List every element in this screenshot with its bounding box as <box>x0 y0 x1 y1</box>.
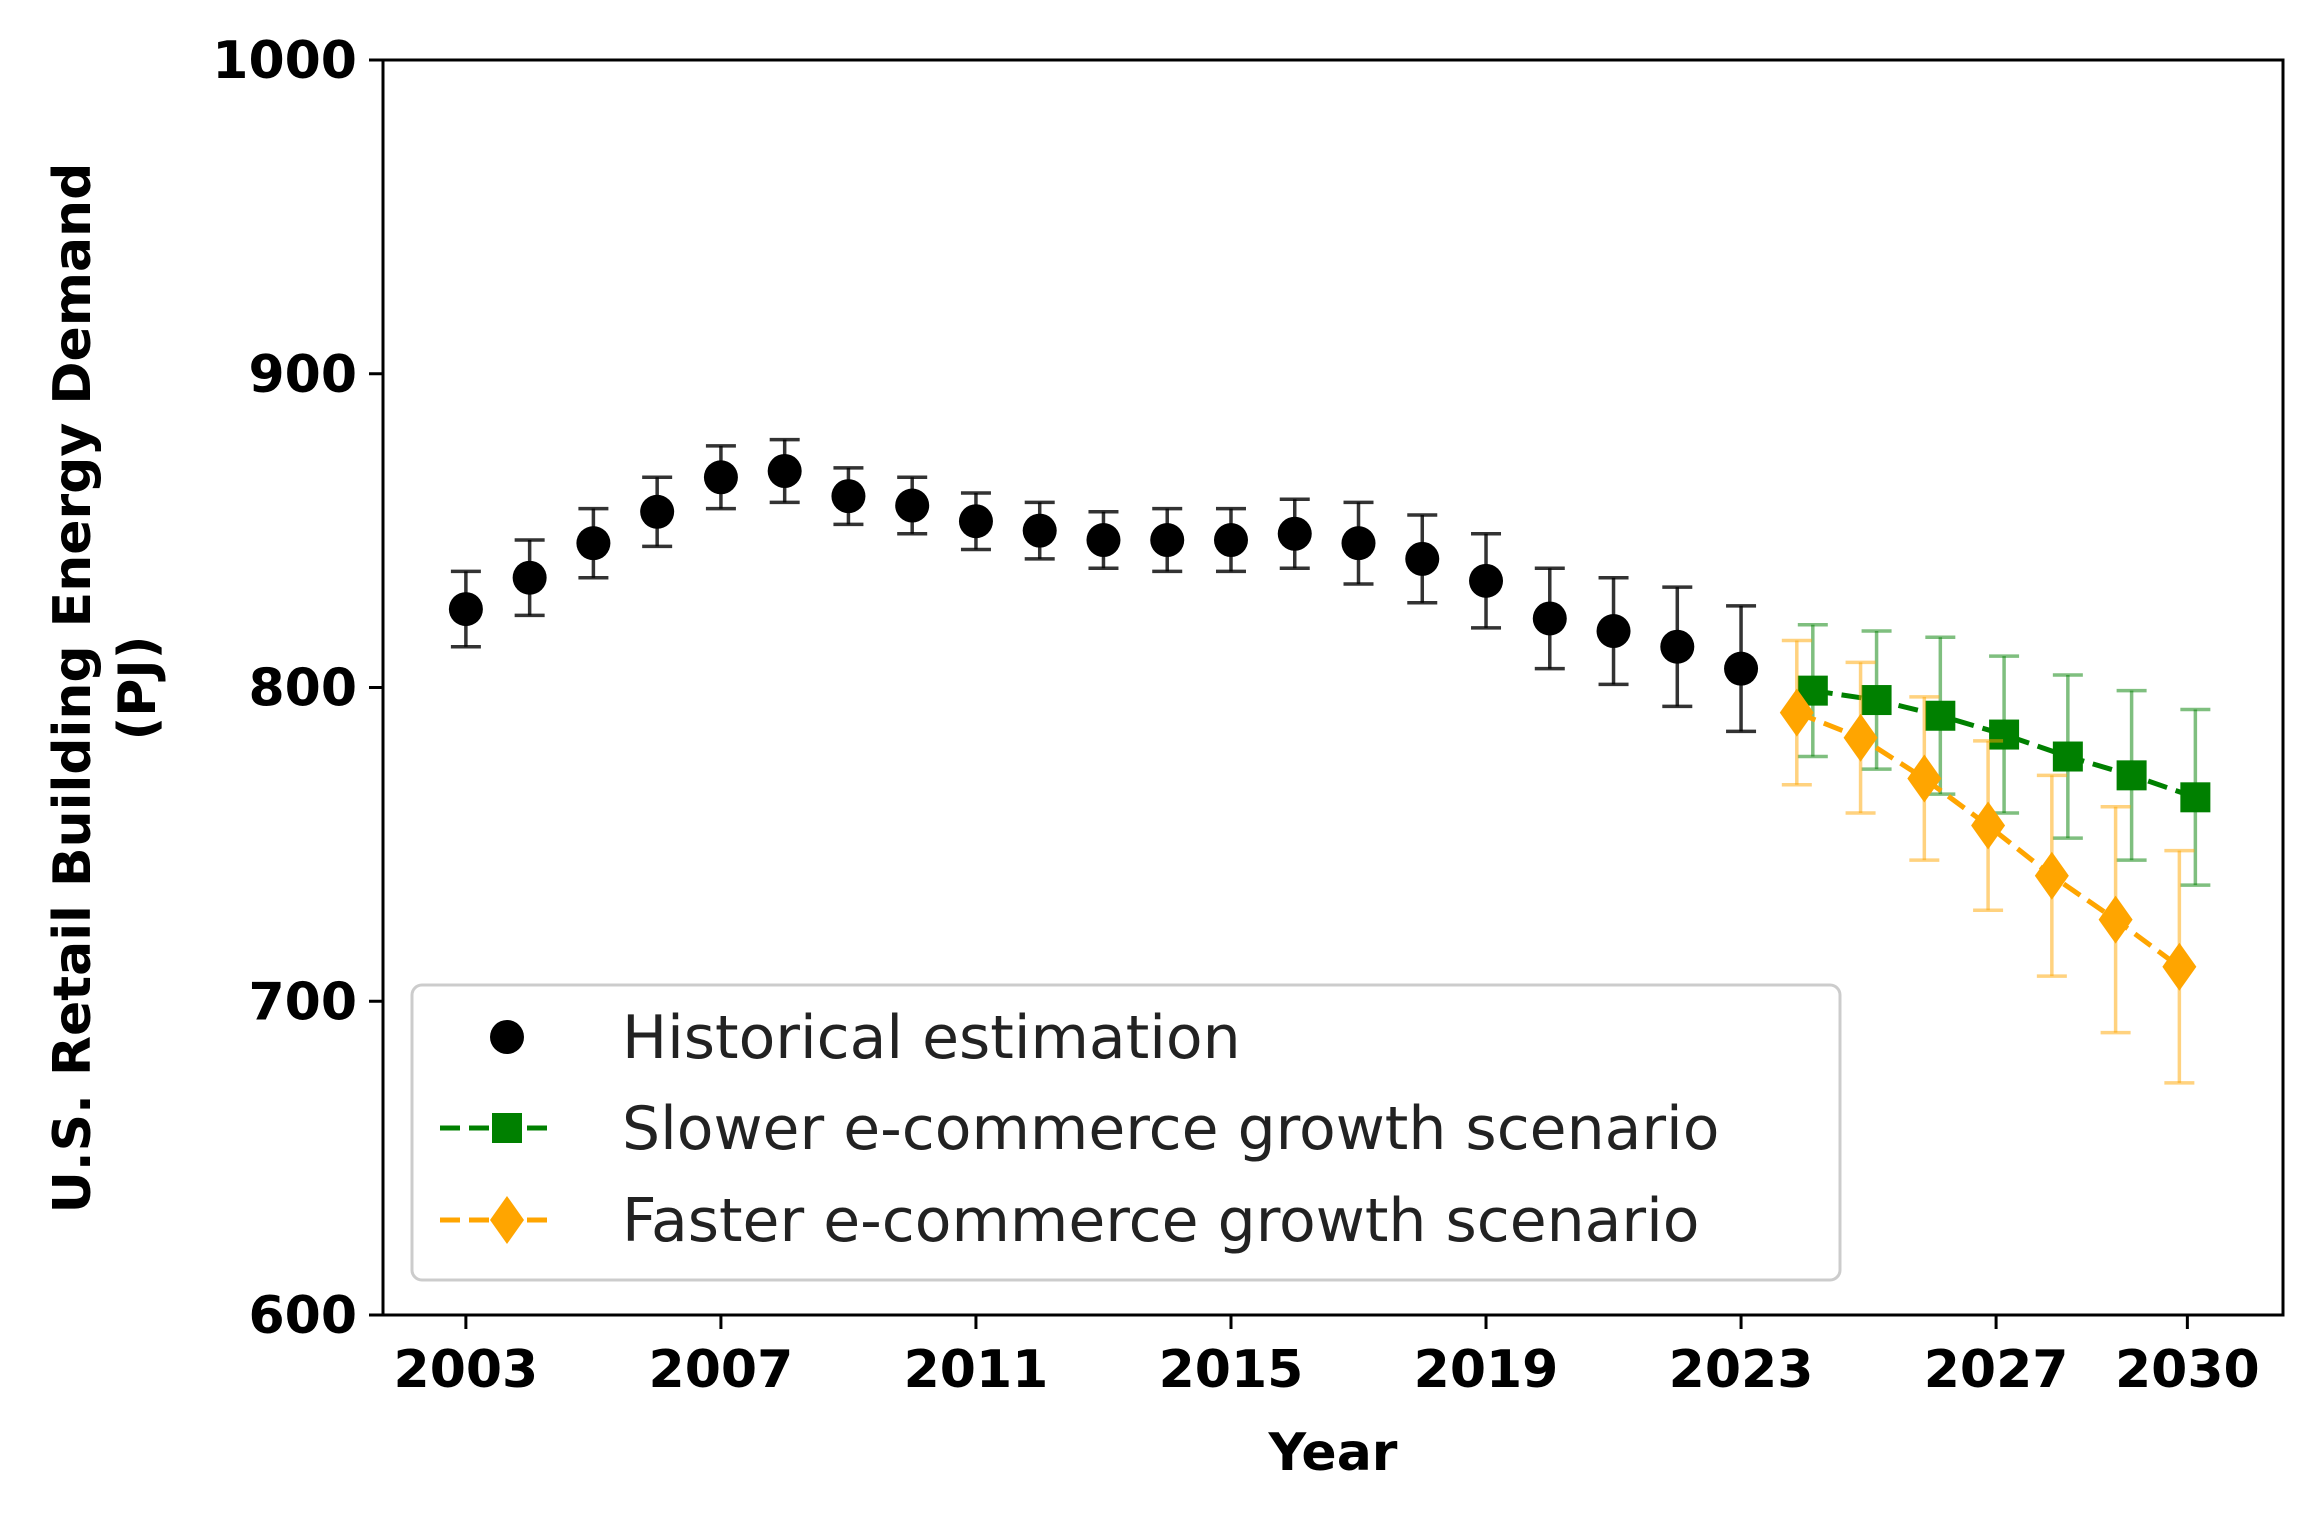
data-point <box>1843 713 1878 762</box>
data-point <box>703 460 738 495</box>
data-point <box>640 494 675 529</box>
x-tick-label: 2007 <box>649 1340 794 1400</box>
data-point <box>2162 942 2197 991</box>
legend-marker <box>490 1020 524 1054</box>
y-tick-label: 600 <box>248 1286 357 1346</box>
data-point <box>1022 513 1057 548</box>
data-point <box>2180 782 2211 813</box>
x-tick-label: 2023 <box>1669 1340 1814 1400</box>
data-point <box>831 479 866 514</box>
data-point <box>1532 601 1567 636</box>
legend-entry: Faster e-commerce growth scenario <box>440 1186 1699 1256</box>
data-point <box>1925 700 1956 731</box>
x-axis: 2003 2007 2011 2015 2019 2023 2027 2030 <box>394 1315 2260 1400</box>
data-point <box>1213 523 1248 558</box>
y-tick-label: 1000 <box>212 31 357 91</box>
x-tick-label: 2003 <box>394 1340 539 1400</box>
data-point <box>1469 563 1504 598</box>
data-point <box>1277 516 1312 551</box>
data-point <box>1660 629 1695 664</box>
data-point <box>2098 895 2133 944</box>
data-point <box>1779 688 1814 737</box>
y-axis: 600 700 800 900 1000 <box>212 31 383 1346</box>
x-tick-label: 2015 <box>1159 1340 1304 1400</box>
x-tick-label: 2011 <box>904 1340 1049 1400</box>
legend-label: Faster e-commerce growth scenario <box>622 1186 1699 1256</box>
y-tick-label: 800 <box>248 659 357 719</box>
legend-marker <box>492 1113 522 1143</box>
legend-marker <box>490 1196 524 1244</box>
data-point <box>2052 741 2083 772</box>
series-layer <box>448 437 2211 1085</box>
legend-entry: Historical estimation <box>490 1003 1241 1073</box>
data-point <box>2116 760 2147 791</box>
data-point <box>958 504 993 539</box>
y-tick-label: 700 <box>248 972 357 1032</box>
legend-label: Slower e-commerce growth scenario <box>622 1094 1719 1164</box>
data-point <box>895 488 930 523</box>
y-axis-label-line1: U.S. Retail Building Energy Demand <box>43 163 103 1214</box>
data-point <box>512 560 547 595</box>
legend-box <box>410 983 1842 1282</box>
data-point <box>1907 754 1942 803</box>
x-axis-label: Year <box>1268 1423 1398 1483</box>
y-tick-label: 900 <box>248 345 357 405</box>
data-point <box>2034 851 2069 900</box>
data-point <box>1086 523 1121 558</box>
data-point <box>1341 526 1376 561</box>
x-tick-label: 2027 <box>1924 1340 2069 1400</box>
legend-label: Historical estimation <box>622 1003 1241 1073</box>
y-axis-label-line2: (PJ) <box>108 636 168 741</box>
data-point <box>1861 685 1892 716</box>
data-point <box>1989 719 2020 750</box>
x-tick-label: 2030 <box>2115 1340 2260 1400</box>
data-point <box>1596 614 1631 649</box>
legend: Historical estimation Slower e-commerce g… <box>410 983 1842 1282</box>
x-tick-label: 2019 <box>1414 1340 1559 1400</box>
data-point <box>1971 801 2006 850</box>
data-point <box>448 592 483 627</box>
data-point <box>1724 651 1759 686</box>
data-point <box>576 526 611 561</box>
data-point <box>767 454 802 489</box>
data-point <box>1150 523 1185 558</box>
series-1 <box>448 437 1759 734</box>
series-2 <box>1797 623 2211 887</box>
legend-entry: Slower e-commerce growth scenario <box>440 1094 1719 1164</box>
data-point <box>1405 541 1440 576</box>
series-3 <box>1779 638 2197 1085</box>
